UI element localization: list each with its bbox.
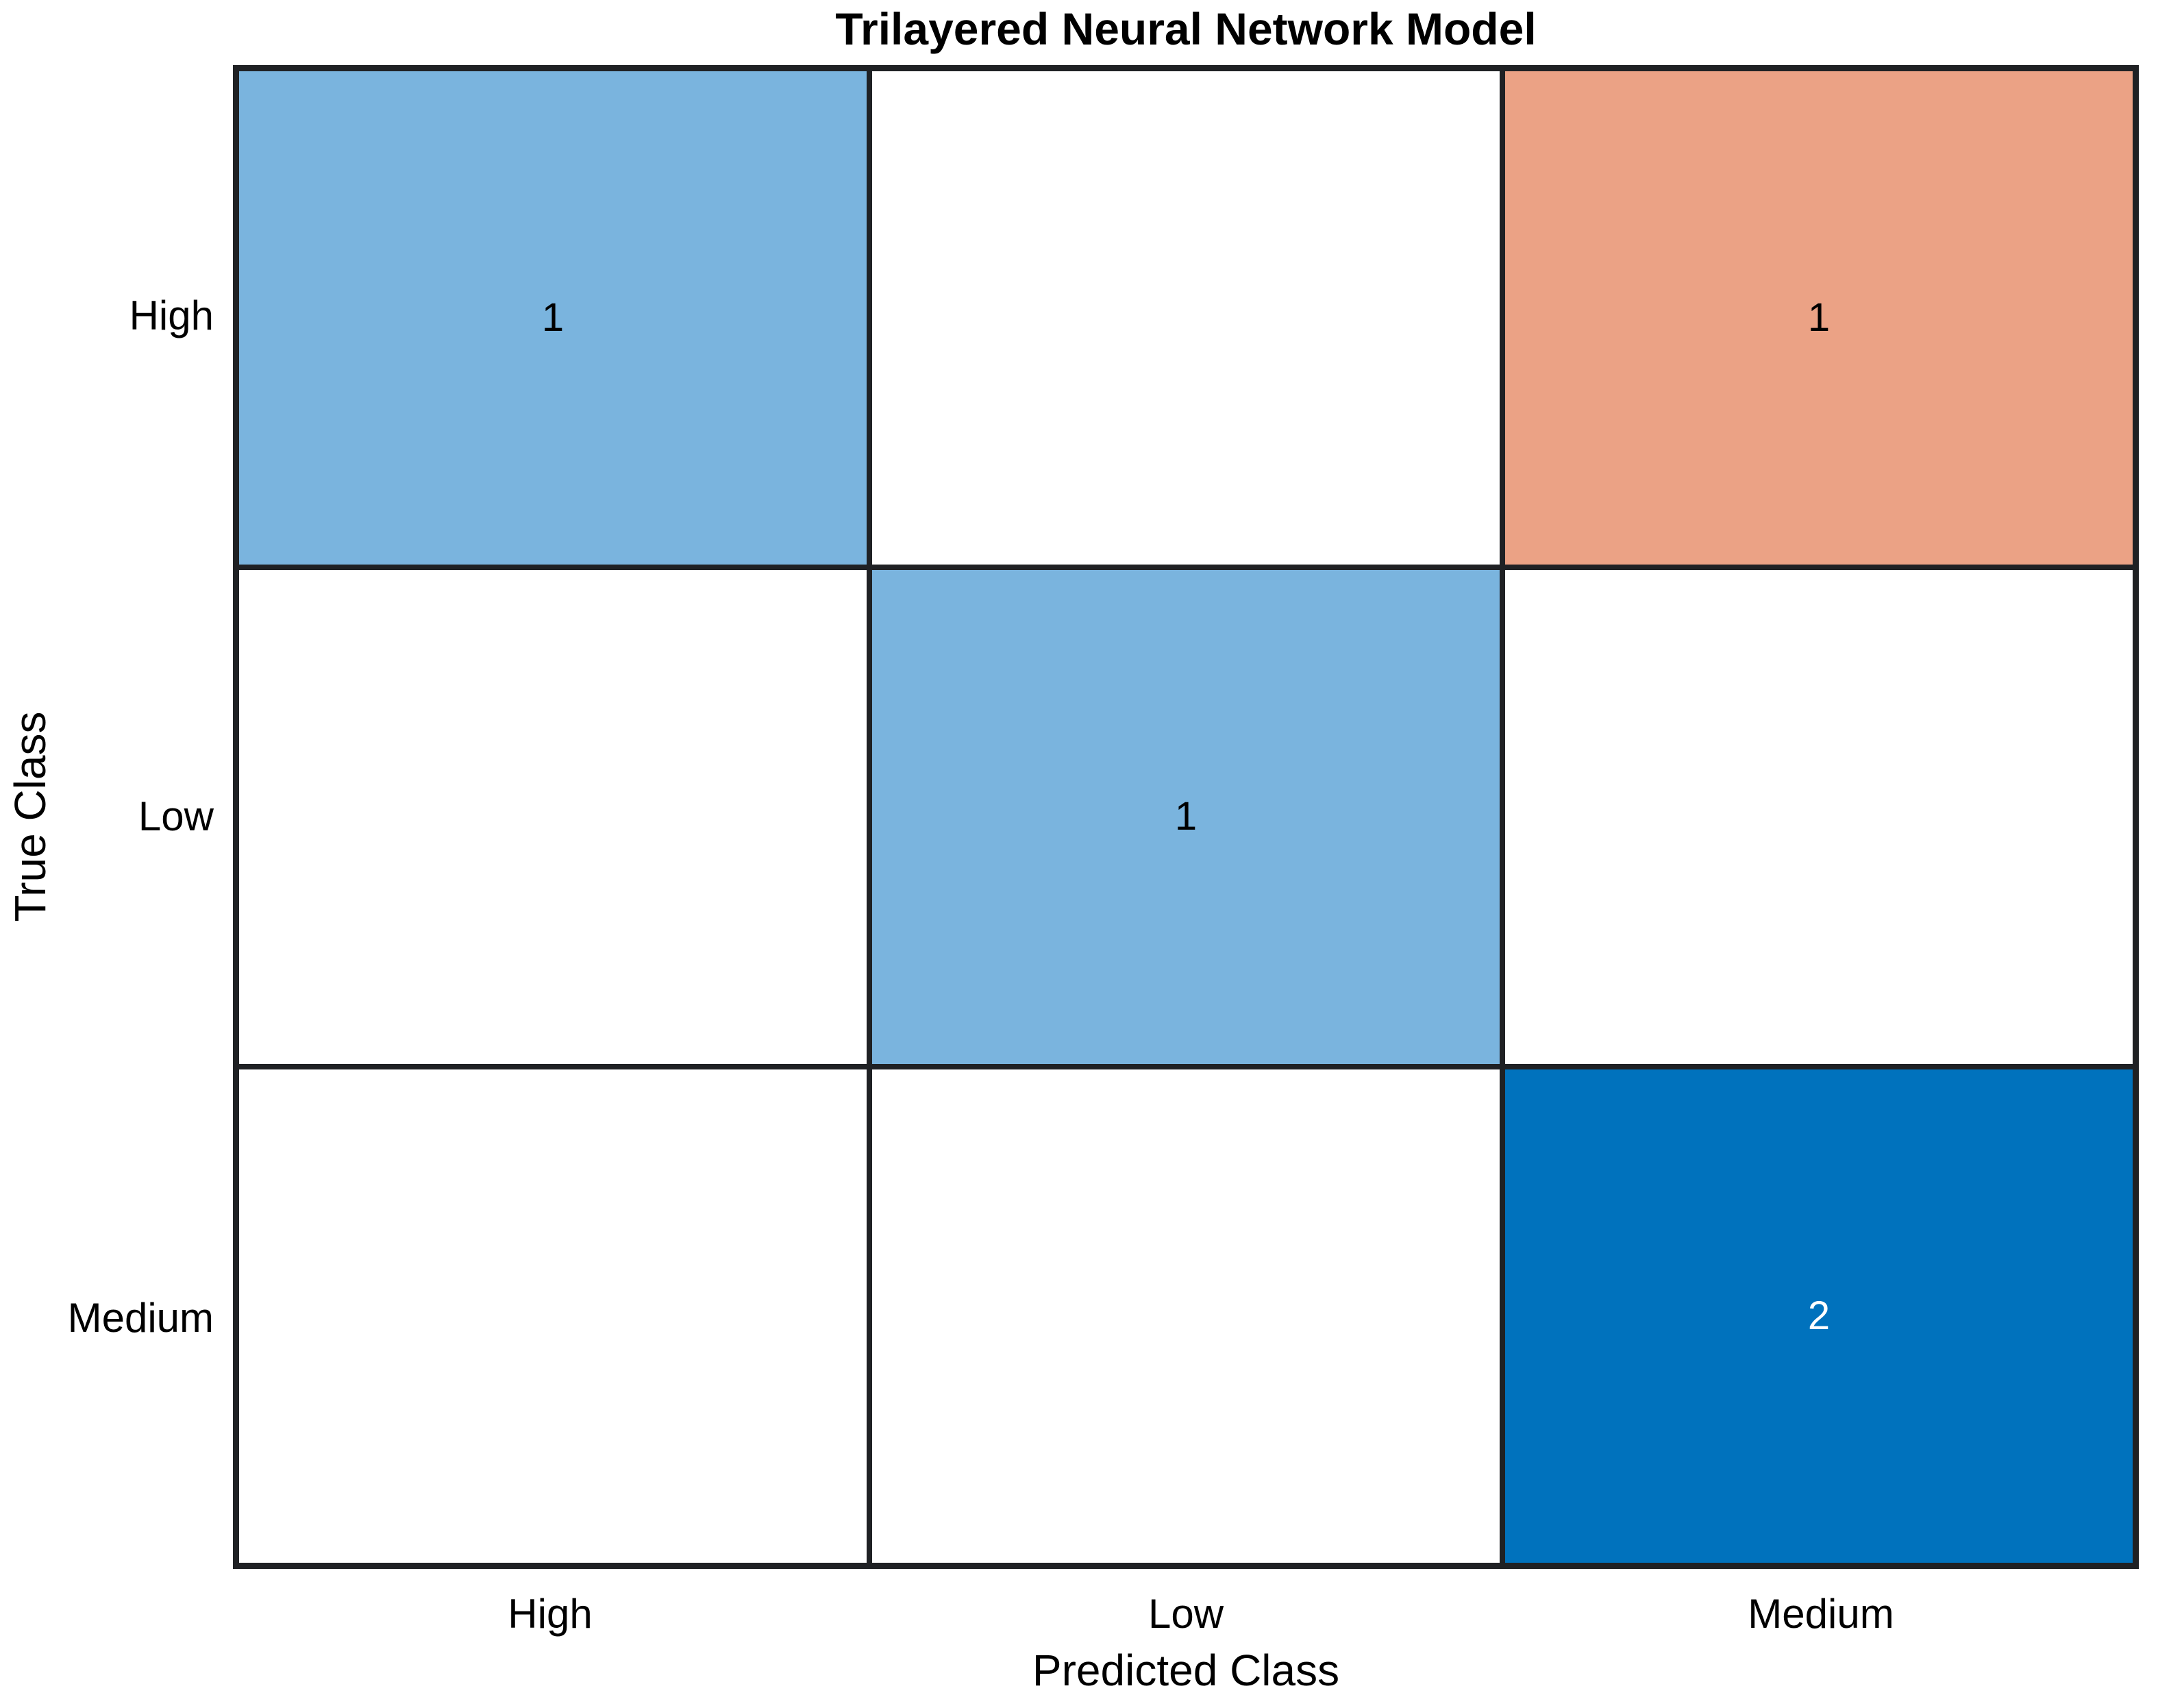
y-tick-medium: Medium (67, 1295, 214, 1341)
cell-value: 2 (1807, 1293, 1831, 1338)
cell-true-low-pred-low: 1 (872, 570, 1500, 1064)
cell-value: 1 (1807, 295, 1831, 341)
x-tick-low: Low (1148, 1591, 1224, 1637)
cell-true-high-pred-low (872, 71, 1500, 565)
cell-true-high-pred-high: 1 (239, 71, 867, 565)
cell-true-medium-pred-high (239, 1069, 867, 1563)
chart-title: Trilayered Neural Network Model (835, 3, 1537, 54)
cell-true-high-pred-medium: 1 (1505, 71, 2133, 565)
cell-value: 1 (541, 295, 565, 341)
cell-true-medium-pred-medium: 2 (1505, 1069, 2133, 1563)
x-tick-high: High (508, 1591, 593, 1637)
cell-true-low-pred-high (239, 570, 867, 1064)
cell-true-low-pred-medium (1505, 570, 2133, 1064)
y-tick-high: High (129, 293, 214, 338)
confusion-grid: 1 1 1 2 (233, 65, 2139, 1569)
x-axis-label: Predicted Class (1032, 1646, 1340, 1695)
cell-true-medium-pred-low (872, 1069, 1500, 1563)
x-tick-medium: Medium (1748, 1591, 1894, 1637)
cell-value: 1 (1174, 794, 1198, 839)
y-tick-low: Low (138, 793, 214, 839)
